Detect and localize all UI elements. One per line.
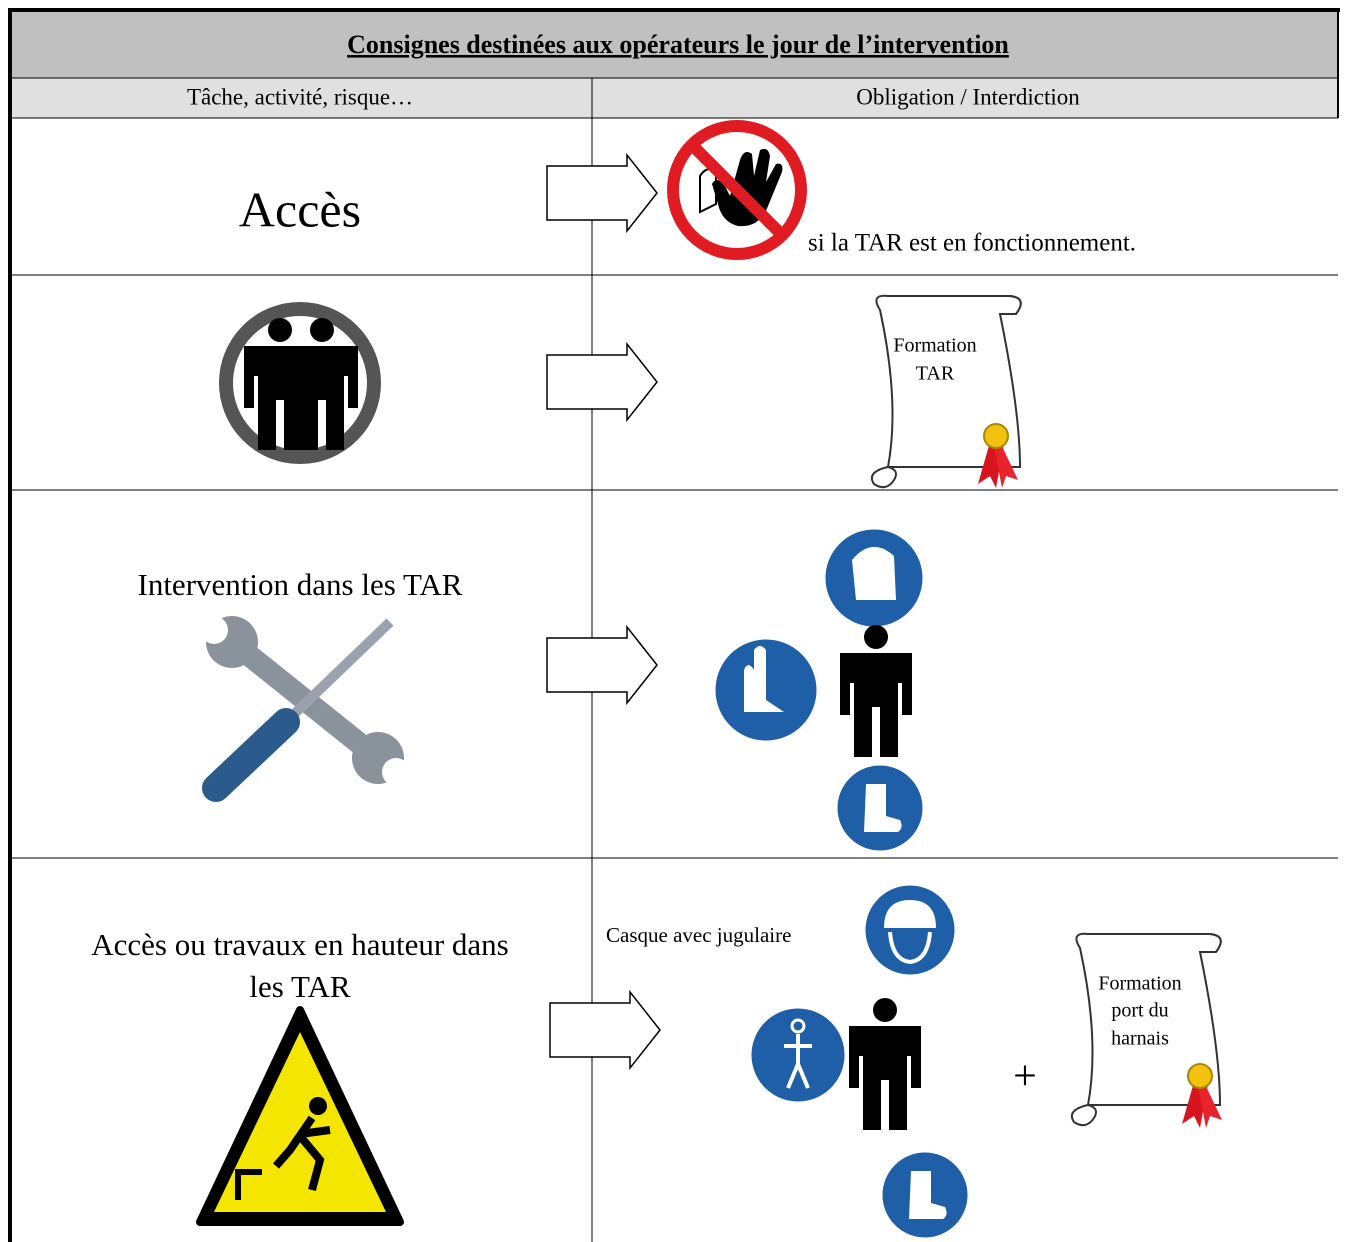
certificate-line: TAR bbox=[916, 363, 955, 385]
arrow bbox=[549, 989, 661, 1071]
top-border bbox=[8, 8, 1340, 12]
task: Accès ou travaux en hauteur dans bbox=[91, 927, 508, 962]
two-persons-sign bbox=[219, 302, 381, 464]
fall-warning-sign bbox=[196, 1006, 404, 1226]
equipment-label: Casque avec jugulaire bbox=[606, 923, 791, 947]
task: Intervention dans les TAR bbox=[138, 567, 463, 602]
task: les TAR bbox=[249, 969, 350, 1004]
person-icon bbox=[840, 625, 912, 757]
mask-sign bbox=[822, 526, 926, 630]
column-header: Obligation / Interdiction bbox=[856, 84, 1080, 109]
no-access-sign bbox=[667, 120, 807, 260]
title-row bbox=[10, 12, 1338, 78]
arrow bbox=[546, 341, 658, 423]
certificate bbox=[870, 294, 1022, 489]
harness-sign bbox=[748, 1005, 848, 1105]
title: Consignes destinées aux opérateurs le jo… bbox=[347, 30, 1009, 59]
plus: + bbox=[1013, 1054, 1037, 1100]
arrow bbox=[546, 152, 658, 234]
certificate-line: Formation bbox=[1098, 973, 1181, 995]
helmet-sign bbox=[862, 882, 958, 978]
left-border bbox=[8, 8, 12, 1242]
tools-icon bbox=[200, 616, 410, 802]
boots-sign bbox=[879, 1149, 971, 1241]
gloves-sign bbox=[712, 636, 820, 744]
boots-sign bbox=[834, 762, 926, 854]
header-row bbox=[10, 78, 1338, 118]
certificate-line: Formation bbox=[893, 335, 976, 357]
person-icon bbox=[849, 998, 921, 1130]
note: si la TAR est en fonctionnement. bbox=[808, 230, 1136, 257]
arrow bbox=[546, 624, 658, 706]
certificate-line: port du bbox=[1111, 1000, 1168, 1022]
column-header: Tâche, activité, risque… bbox=[187, 84, 413, 109]
certificate-line: harnais bbox=[1111, 1028, 1169, 1050]
task: Accès bbox=[239, 181, 361, 237]
